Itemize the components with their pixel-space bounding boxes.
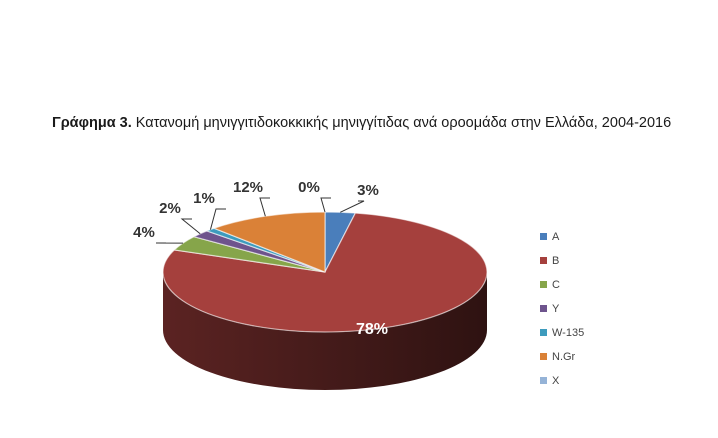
data-label-n-gr: 12%	[233, 179, 263, 196]
legend-label-x: X	[552, 375, 560, 387]
label-layer: 3% 78% 4%2% 1% 12% 0%	[133, 179, 388, 338]
leader-line-y	[180, 218, 201, 235]
legend-label-c: C	[552, 279, 560, 291]
legend-swatch-y	[540, 305, 547, 312]
legend-label-b: B	[552, 255, 559, 267]
legend-label-y: Y	[552, 303, 560, 315]
legend-swatch-x	[540, 377, 547, 384]
legend-swatch-w-135	[540, 329, 547, 336]
figure-caption: Γράφημα 3. Κατανομή μηνιγγιτιδοκοκκικής …	[52, 113, 672, 133]
leader-line-n-gr	[259, 197, 270, 217]
data-label-b: 78%	[356, 321, 388, 338]
legend-swatch-c	[540, 281, 547, 288]
caption-label: Γράφημα 3.	[52, 115, 132, 131]
legend-label-w-135: W-135	[552, 327, 584, 339]
legend-label-n-gr: N.Gr	[552, 351, 576, 363]
caption-text: Κατανομή μηνιγγιτιδοκοκκικής μηνιγγίτιδα…	[131, 115, 672, 131]
legend-swatch-a	[540, 233, 547, 240]
leader-line-a	[340, 200, 365, 213]
data-label-w-135: 1%	[193, 190, 215, 207]
data-label-x: 0%	[298, 179, 320, 196]
pie-side-b	[163, 272, 487, 390]
pie-layer	[162, 211, 488, 390]
leader-line-x	[320, 197, 331, 213]
legend-label-a: A	[552, 231, 560, 243]
data-label-c: 4%	[133, 224, 155, 241]
data-label-y: 2%	[159, 200, 181, 217]
leader-layer	[155, 197, 365, 244]
data-label-a: 3%	[357, 182, 379, 199]
leader-line-w-135	[209, 208, 226, 230]
legend-swatch-n-gr	[540, 353, 547, 360]
legend-swatch-b	[540, 257, 547, 264]
